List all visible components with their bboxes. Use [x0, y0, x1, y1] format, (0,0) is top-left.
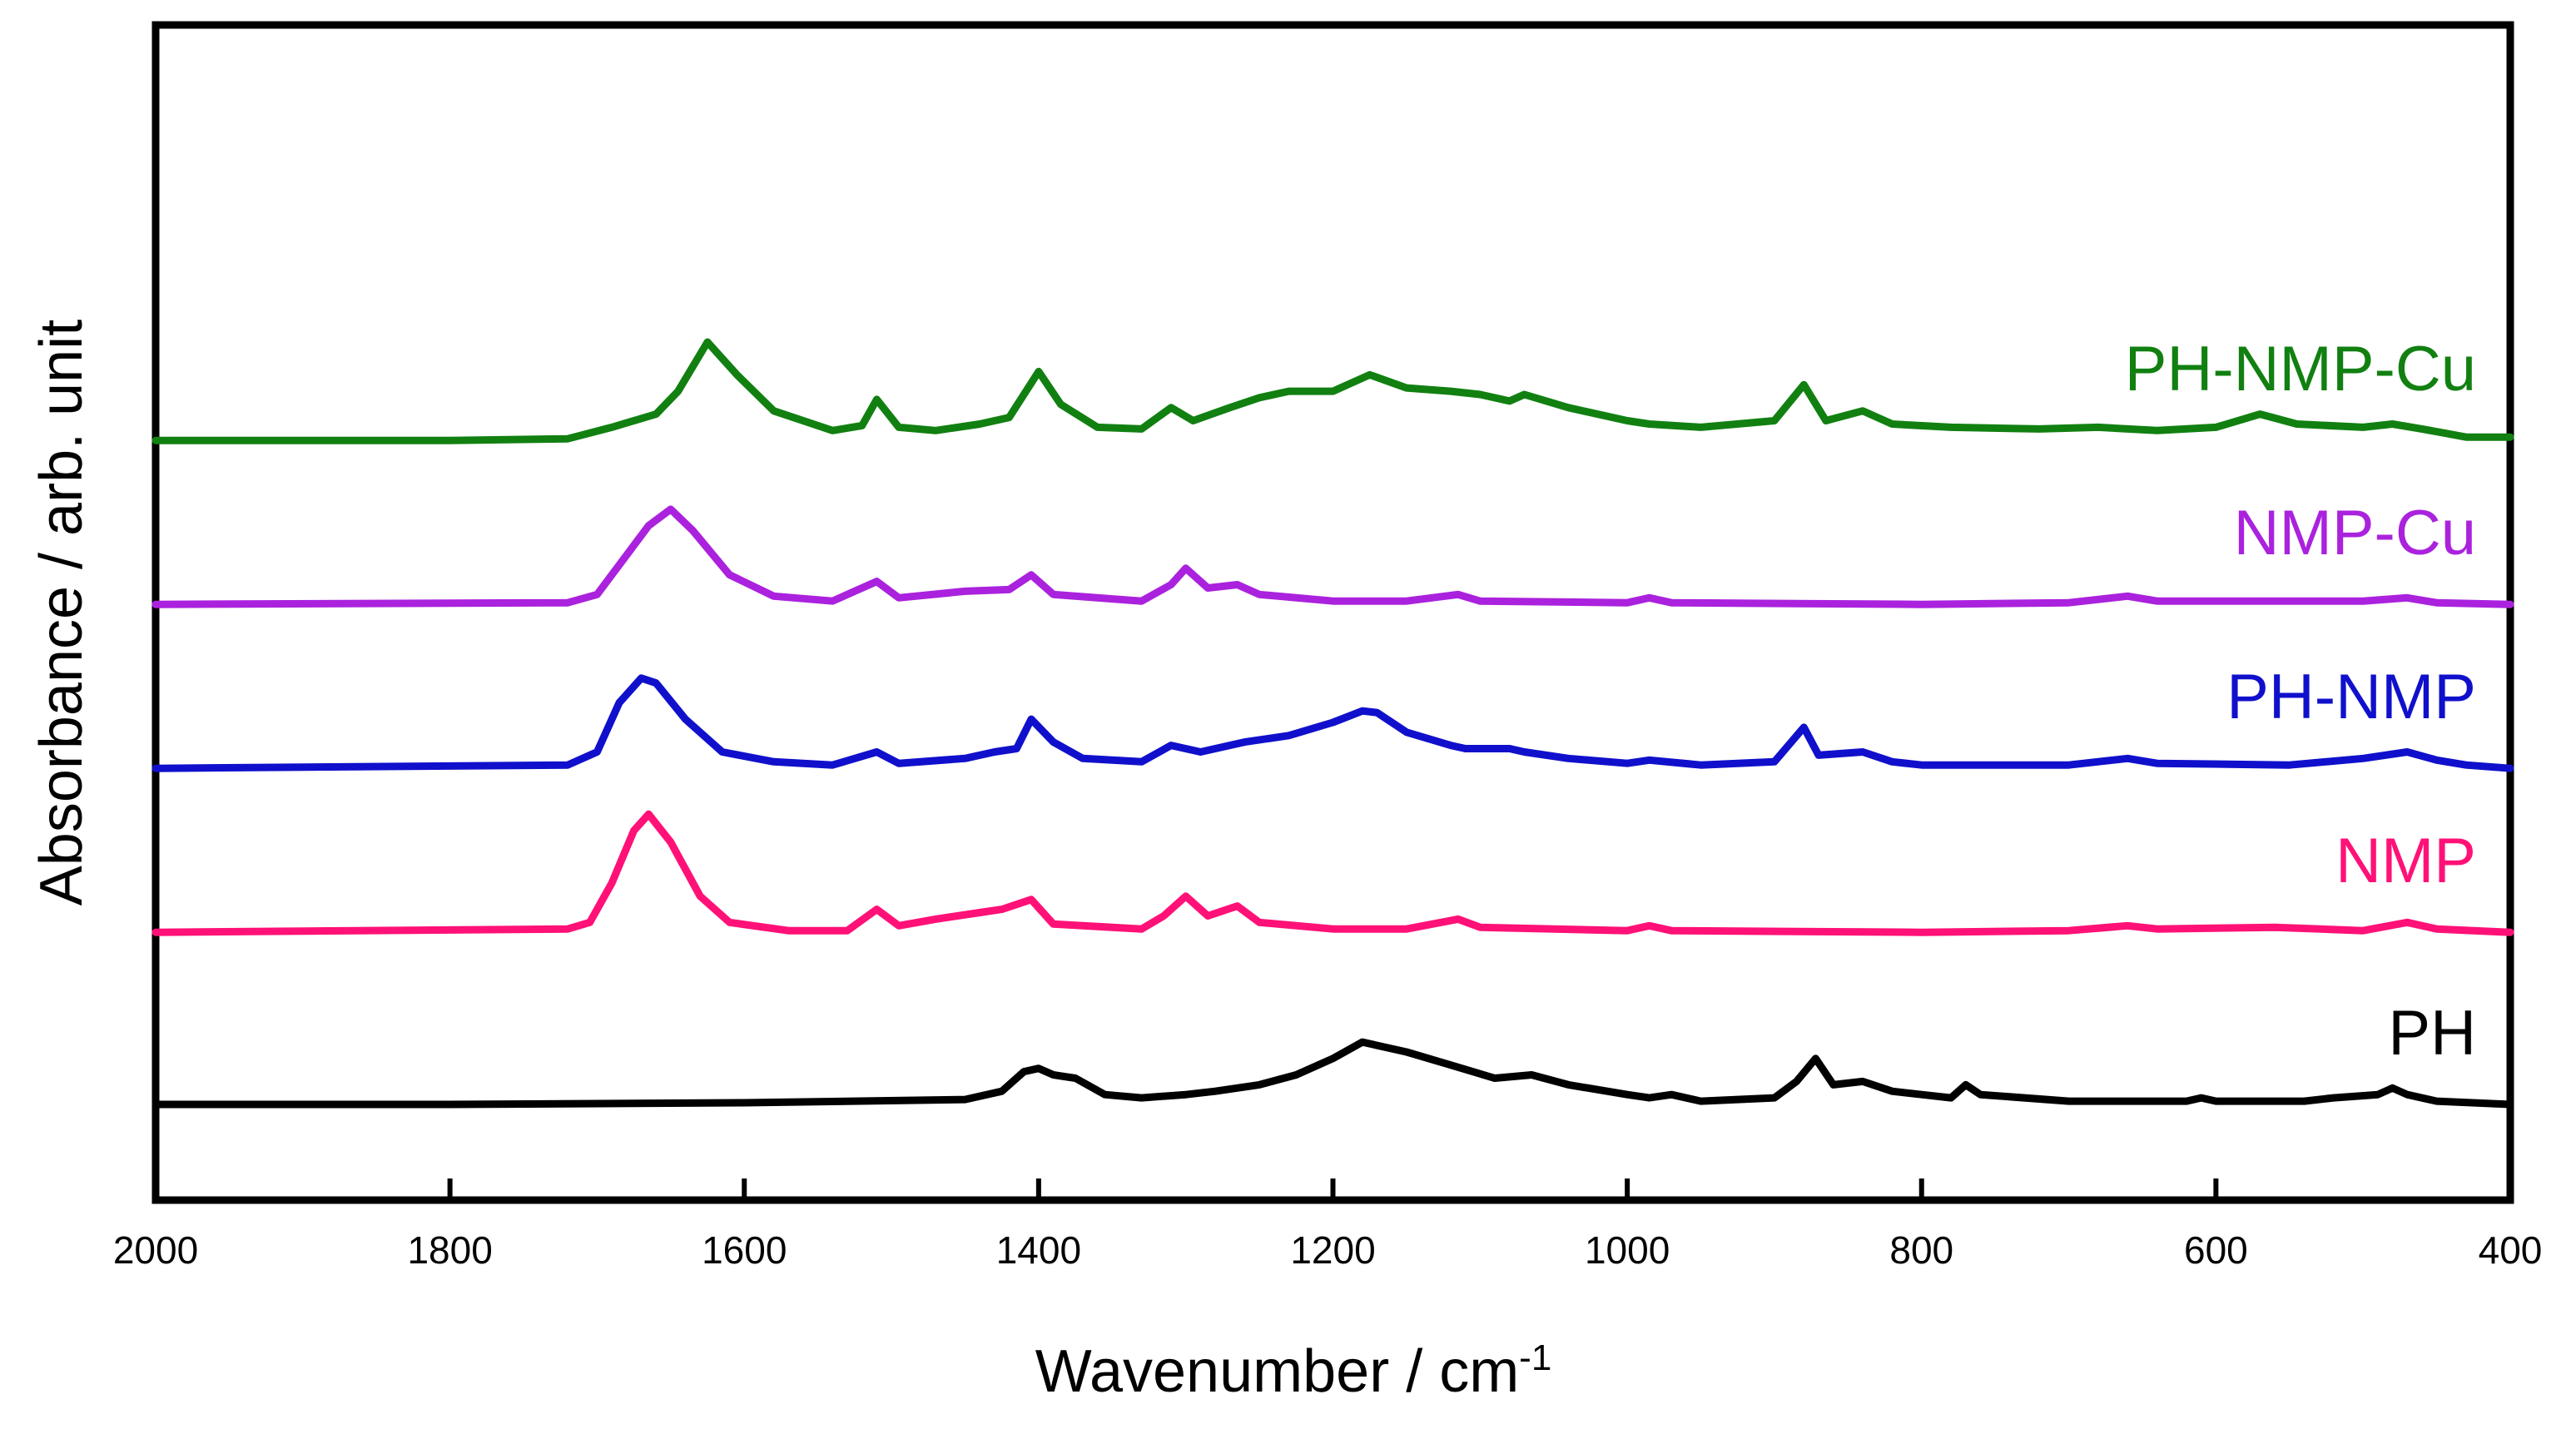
x-axis-title: Wavenumber / cm-1: [1035, 1337, 1552, 1405]
x-tick-label-1800: 1800: [407, 1228, 492, 1272]
x-tick-label-1400: 1400: [996, 1228, 1081, 1272]
series-label-nmp: NMP: [2335, 826, 2476, 896]
x-tick-label-600: 600: [2184, 1228, 2248, 1272]
series-line-ph-nmp: [151, 674, 2514, 772]
series-label-nmp-cu: NMP-Cu: [2234, 498, 2476, 568]
series-line-ph: [151, 1038, 2514, 1109]
series-line-nmp-cu: [151, 505, 2514, 608]
x-tick-label-1200: 1200: [1290, 1228, 1375, 1272]
y-axis-title: Absorbance / arb. unit: [28, 320, 95, 906]
series-label-ph-nmp-cu: PH-NMP-Cu: [2125, 334, 2476, 404]
x-tick-label-1000: 1000: [1585, 1228, 1670, 1272]
x-tick-label-1600: 1600: [702, 1228, 787, 1272]
x-tick-label-800: 800: [1889, 1228, 1953, 1272]
series-group: [151, 338, 2514, 1109]
x-tick-label-2000: 2000: [113, 1228, 198, 1272]
plot-frame: [151, 21, 2514, 1204]
series-line-nmp: [151, 810, 2514, 936]
x-tick-label-400: 400: [2479, 1228, 2543, 1272]
series-line-ph-nmp-cu: [151, 338, 2514, 444]
series-label-ph-nmp: PH-NMP: [2226, 662, 2476, 732]
x-axis-tick-labels: 2000 1800 1600 1400 1200 1000 800 600 400: [113, 1228, 2543, 1272]
series-labels: PH-NMP-Cu NMP-Cu PH-NMP NMP PH: [2125, 334, 2476, 1069]
series-label-ph: PH: [2388, 998, 2476, 1069]
x-axis-ticks: [153, 1178, 2513, 1200]
